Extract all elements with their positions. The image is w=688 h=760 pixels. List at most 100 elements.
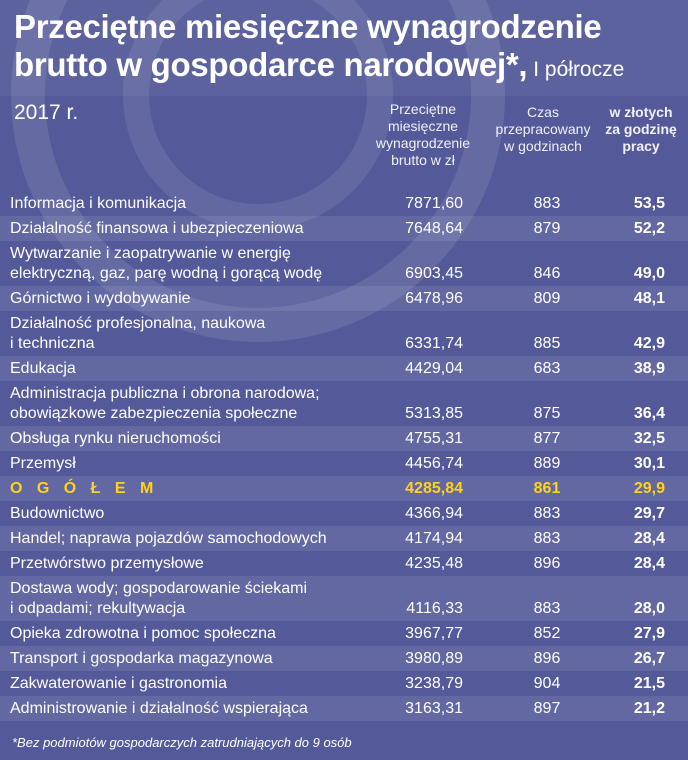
table-row: Obsługa rynku nieruchomości 4755,31 877 32,… bbox=[0, 426, 688, 451]
row-label: Przetwórstwo przemysłowe bbox=[10, 555, 204, 572]
row-label-line: i techniczna bbox=[10, 335, 95, 352]
hours-value: 852 bbox=[533, 625, 561, 642]
salary-value: 4235,48 bbox=[405, 555, 463, 572]
hours-value: 877 bbox=[533, 430, 561, 447]
row-label: Działalność finansowa i ubezpieczeniowa bbox=[10, 220, 304, 237]
column-header-salary-line: miesięczne bbox=[387, 118, 459, 134]
hours-value: 896 bbox=[533, 555, 561, 572]
row-label: Zakwaterowanie i gastronomia bbox=[10, 675, 227, 692]
salary-value: 6478,96 bbox=[405, 290, 463, 307]
salary-value: 4174,94 bbox=[405, 530, 463, 547]
hours-value: 883 bbox=[533, 505, 561, 522]
row-label-line: obowiązkowe zabezpieczenia społeczne bbox=[10, 405, 298, 422]
salary-value: 4116,33 bbox=[406, 600, 463, 617]
table-row: Administrowanie i działalność wspierając… bbox=[0, 696, 688, 721]
row-label-line: Administracja publiczna i obrona narodow… bbox=[10, 385, 320, 402]
column-header-salary-line: Przeciętne bbox=[389, 101, 457, 117]
salary-value: 4755,31 bbox=[405, 430, 463, 447]
column-header-hours-line: w godzinach bbox=[504, 138, 582, 154]
hours-value: 879 bbox=[533, 220, 561, 237]
title-text: Przeciętne miesięczne wynagrodzenie brut… bbox=[14, 8, 602, 83]
hours-value: 883 bbox=[533, 600, 561, 617]
table-row: Zakwaterowanie i gastronomia 3238,79 904 21… bbox=[0, 671, 688, 696]
rate-value: 42,9 bbox=[633, 335, 665, 352]
column-header-rate-line: w złotych bbox=[609, 104, 673, 120]
table-row: Przetwórstwo przemysłowe 4235,48 896 28,4 bbox=[0, 551, 688, 576]
salary-value: 7648,64 bbox=[405, 220, 463, 237]
table-row-total: O G Ó Ł E M 4285,84 861 29,9 bbox=[0, 476, 688, 501]
table-row: Administracja publiczna i obrona narodow… bbox=[0, 381, 688, 426]
page-title: Przeciętne miesięczne wynagrodzenie brut… bbox=[14, 8, 674, 132]
rate-value: 26,7 bbox=[633, 650, 665, 667]
rate-value: 38,9 bbox=[633, 360, 665, 377]
footnote: *Bez podmiotów gospodarczych zatrudniają… bbox=[12, 735, 352, 750]
row-label: Transport i gospodarka magazynowa bbox=[10, 650, 273, 667]
rate-value: 28,4 bbox=[633, 555, 665, 572]
row-label: Handel; naprawa pojazdów samochodowych bbox=[10, 530, 327, 547]
salary-value: 7871,60 bbox=[405, 195, 463, 212]
rate-value: 29,9 bbox=[633, 480, 665, 497]
salary-value: 4366,94 bbox=[405, 505, 463, 522]
hours-value: 904 bbox=[533, 675, 561, 692]
rate-value: 36,4 bbox=[633, 405, 665, 422]
hours-value: 885 bbox=[533, 335, 561, 352]
row-label: O G Ó Ł E M bbox=[10, 480, 159, 497]
row-label: Obsługa rynku nieruchomości bbox=[10, 430, 221, 447]
table-row: Górnictwo i wydobywanie 6478,96 809 48,1 bbox=[0, 286, 688, 311]
rate-value: 28,4 bbox=[633, 530, 665, 547]
row-label: Wytwarzanie i zaopatrywanie w energię ele… bbox=[10, 244, 322, 284]
hours-value: 889 bbox=[533, 455, 561, 472]
rate-value: 29,7 bbox=[633, 505, 665, 522]
rate-value: 53,5 bbox=[633, 195, 665, 212]
hours-value: 875 bbox=[533, 405, 561, 422]
hours-value: 683 bbox=[533, 360, 561, 377]
salary-value: 3238,79 bbox=[405, 675, 463, 692]
row-label-line: Dostawa wody; gospodarowanie ściekami bbox=[10, 580, 308, 597]
row-label: Edukacja bbox=[10, 360, 76, 377]
hours-value: 897 bbox=[533, 700, 561, 717]
column-header-rate-line: za godzinę bbox=[605, 121, 677, 137]
salary-value: 3967,77 bbox=[405, 625, 463, 642]
rate-value: 49,0 bbox=[633, 265, 665, 282]
table-row: Informacja i komunikacja 7871,60 883 53,5 bbox=[0, 191, 688, 216]
rate-value: 21,5 bbox=[633, 675, 665, 692]
salary-value: 4285,84 bbox=[405, 480, 463, 497]
column-header-rate-line: pracy bbox=[622, 138, 660, 154]
rate-value: 32,5 bbox=[633, 430, 665, 447]
column-header-hours-line: Czas bbox=[527, 104, 559, 120]
table-row: Transport i gospodarka magazynowa 3980,89… bbox=[0, 646, 688, 671]
rate-value: 48,1 bbox=[633, 290, 665, 307]
hours-value: 896 bbox=[533, 650, 561, 667]
salary-value: 4429,04 bbox=[405, 360, 463, 377]
table-row: Edukacja 4429,04 683 38,9 bbox=[0, 356, 688, 381]
row-label: Działalność profesjonalna, naukowa i tech… bbox=[10, 314, 265, 354]
salary-value: 6903,45 bbox=[405, 265, 463, 282]
salary-value: 3980,89 bbox=[405, 650, 463, 667]
row-label: Budownictwo bbox=[10, 505, 105, 522]
salary-value: 6331,74 bbox=[405, 335, 463, 352]
rate-value: 52,2 bbox=[633, 220, 665, 237]
table-row: Działalność profesjonalna, naukowa i tech… bbox=[0, 311, 688, 356]
rate-value: 30,1 bbox=[633, 455, 665, 472]
column-header-hours: Czas przepracowany w godzinach bbox=[478, 104, 608, 155]
row-label-line: i odpadami; rekultywacja bbox=[10, 600, 186, 617]
salary-value: 4456,74 bbox=[405, 455, 463, 472]
row-label-line: Wytwarzanie i zaopatrywanie w energię bbox=[10, 245, 291, 262]
column-header-salary: Przeciętne miesięczne wynagrodzenie brut… bbox=[368, 101, 478, 169]
hours-value: 883 bbox=[533, 195, 561, 212]
row-label: Opieka zdrowotna i pomoc społeczna bbox=[10, 625, 276, 642]
row-label: Administracja publiczna i obrona narodow… bbox=[10, 384, 320, 424]
rate-value: 28,0 bbox=[633, 600, 665, 617]
hours-value: 883 bbox=[533, 530, 561, 547]
column-header-salary-line: brutto w zł bbox=[391, 152, 455, 168]
title-subtitle: I półrocze 2017 r. bbox=[14, 58, 625, 124]
table-row: Budownictwo 4366,94 883 29,7 bbox=[0, 501, 688, 526]
table-row: Handel; naprawa pojazdów samochodowych 41… bbox=[0, 526, 688, 551]
column-header-salary-line: wynagrodzenie bbox=[375, 135, 471, 151]
row-label-line: Działalność profesjonalna, naukowa bbox=[10, 315, 266, 332]
row-label-line: elektryczną, gaz, parę wodną i gorącą wo… bbox=[10, 265, 323, 282]
column-header-rate: w złotych za godzinę pracy bbox=[595, 104, 687, 155]
row-label: Informacja i komunikacja bbox=[10, 195, 187, 212]
row-label: Górnictwo i wydobywanie bbox=[10, 290, 191, 307]
salary-value: 5313,85 bbox=[405, 405, 463, 422]
